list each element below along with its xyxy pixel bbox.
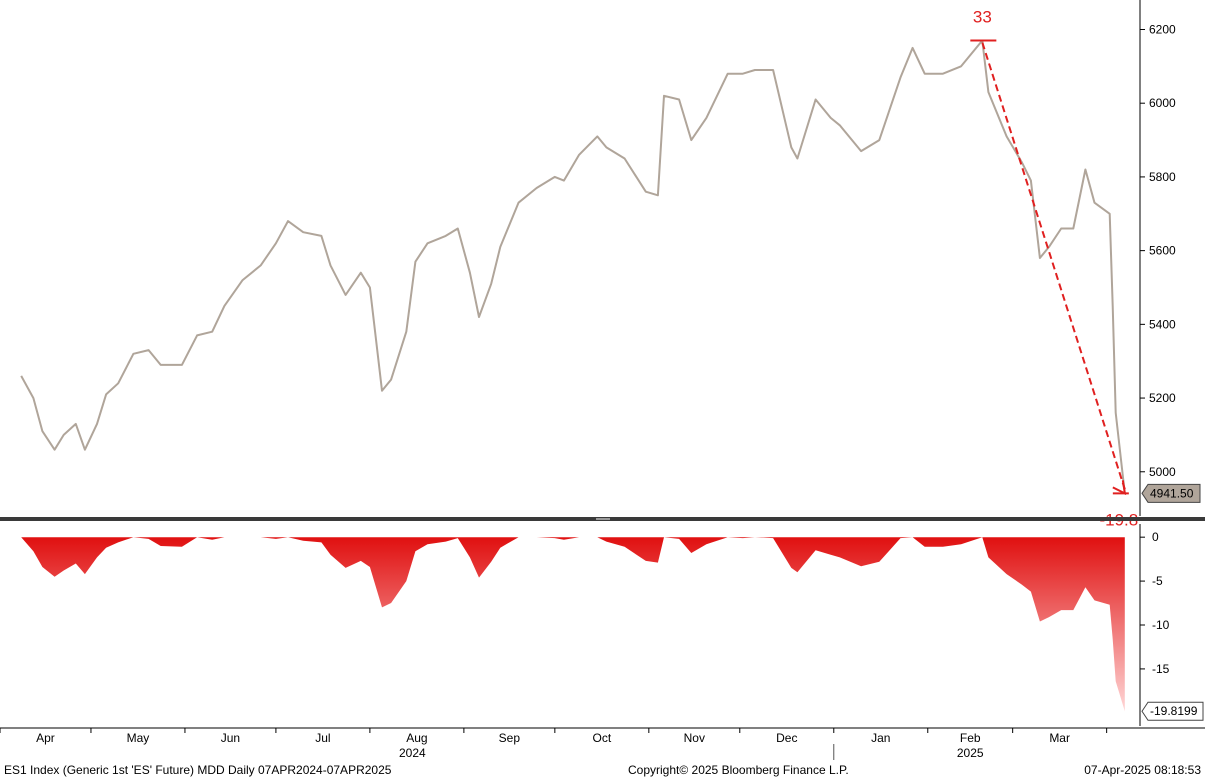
month-label: May bbox=[127, 731, 150, 745]
peak-label: 33 bbox=[973, 8, 992, 27]
last-drawdown-tag: -19.8199 bbox=[1141, 701, 1204, 721]
month-label: Mar bbox=[1049, 731, 1070, 745]
drawdown-y-axis: 0 -5 -10 -15 bbox=[1139, 524, 1170, 726]
price-y-tick-label: 5600 bbox=[1149, 244, 1176, 258]
year-label: 2025 bbox=[957, 746, 984, 760]
last-price-tag-box bbox=[1141, 483, 1201, 503]
month-label: Jul bbox=[315, 731, 330, 745]
drawdown-y-tick-label: -5 bbox=[1152, 574, 1163, 588]
drawdown-arrow bbox=[981, 42, 1126, 490]
month-label: Apr bbox=[36, 731, 55, 745]
last-price-tag-label: 4941.50 bbox=[1150, 486, 1194, 500]
month-label: Feb bbox=[960, 731, 981, 745]
drawdown-y-tick-label: -15 bbox=[1152, 662, 1170, 676]
drawdown-annotation: 33-19.8 bbox=[970, 8, 1138, 529]
month-label: Dec bbox=[776, 731, 797, 745]
footer-timestamp: 07-Apr-2025 08:18:53 bbox=[1084, 763, 1201, 777]
price-y-tick-label: 5400 bbox=[1149, 317, 1176, 331]
price-y-tick-label: 6200 bbox=[1149, 22, 1176, 36]
year-label: 2024 bbox=[399, 746, 426, 760]
month-label: Oct bbox=[592, 731, 611, 745]
drawdown-arrowhead bbox=[1112, 480, 1127, 496]
footer-security-description: ES1 Index (Generic 1st 'ES' Future) MDD … bbox=[4, 763, 392, 777]
price-y-tick-label: 5800 bbox=[1149, 170, 1176, 184]
panel-divider-grip bbox=[596, 518, 610, 520]
price-y-axis: 5000 5200 5400 5600 5800 6000 6200 bbox=[1139, 0, 1176, 516]
last-drawdown-tag-label: -19.8199 bbox=[1150, 704, 1198, 718]
price-series-line bbox=[20, 39, 1126, 494]
drawdown-area bbox=[21, 537, 1125, 712]
drawdown-panel: 0 -5 -10 -15 -19.8199 bbox=[21, 524, 1204, 726]
last-price-tag: 4941.50 bbox=[1141, 483, 1201, 503]
month-label: Nov bbox=[684, 731, 705, 745]
drawdown-y-tick-label: -10 bbox=[1152, 618, 1170, 632]
price-y-tick-label: 5000 bbox=[1149, 465, 1176, 479]
month-label: Jan bbox=[871, 731, 890, 745]
time-axis: Apr May Jun Jul Aug Sep Oct Nov Dec Jan Feb Mar 2024… bbox=[0, 727, 1205, 760]
footer-copyright: Copyright© 2025 Bloomberg Finance L.P. bbox=[628, 763, 849, 777]
panel-divider[interactable] bbox=[0, 517, 1205, 521]
month-label: Sep bbox=[499, 731, 521, 745]
price-y-tick-label: 6000 bbox=[1149, 96, 1176, 110]
last-drawdown-tag-box bbox=[1141, 701, 1204, 721]
month-label: Aug bbox=[406, 731, 427, 745]
drawdown-y-tick-label: 0 bbox=[1152, 530, 1159, 544]
month-label: Jun bbox=[221, 731, 240, 745]
price-panel: 5000 5200 5400 5600 5800 6000 6200 33-19.8 494… bbox=[20, 0, 1201, 529]
price-y-tick-label: 5200 bbox=[1149, 391, 1176, 405]
